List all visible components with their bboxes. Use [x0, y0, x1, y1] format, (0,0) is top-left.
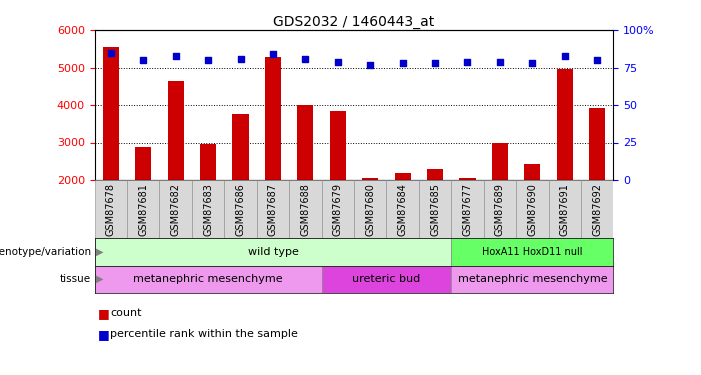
Text: wild type: wild type	[247, 247, 299, 257]
Title: GDS2032 / 1460443_at: GDS2032 / 1460443_at	[273, 15, 435, 29]
Bar	[451, 266, 613, 293]
Text: GSM87680: GSM87680	[365, 183, 375, 236]
Point	[365, 62, 376, 68]
Bar	[103, 47, 119, 180]
Point	[494, 58, 505, 64]
Text: metanephric mesenchyme: metanephric mesenchyme	[458, 274, 607, 284]
Text: tissue: tissue	[60, 274, 91, 284]
Text: GSM87687: GSM87687	[268, 183, 278, 236]
Text: genotype/variation: genotype/variation	[0, 247, 91, 257]
Point	[592, 57, 603, 63]
Bar	[516, 180, 549, 238]
Bar	[329, 111, 346, 180]
Point	[267, 51, 278, 57]
Text: GSM87689: GSM87689	[495, 183, 505, 236]
Text: ■: ■	[98, 307, 110, 320]
Bar	[524, 164, 540, 180]
Bar	[265, 57, 281, 180]
Bar	[322, 180, 354, 238]
Bar	[581, 180, 613, 238]
Text: ureteric bud: ureteric bud	[353, 274, 421, 284]
Text: GSM87679: GSM87679	[333, 183, 343, 236]
Bar	[168, 81, 184, 180]
Bar	[492, 143, 508, 180]
Text: GSM87688: GSM87688	[300, 183, 311, 236]
Bar	[233, 114, 249, 180]
Bar	[589, 108, 605, 180]
Text: GSM87684: GSM87684	[397, 183, 408, 236]
Point	[203, 57, 214, 63]
Bar	[484, 180, 516, 238]
Text: GSM87682: GSM87682	[170, 183, 181, 236]
Bar	[200, 144, 216, 180]
Text: GSM87683: GSM87683	[203, 183, 213, 236]
Bar	[451, 238, 613, 266]
Text: ▶: ▶	[96, 247, 104, 257]
Bar	[95, 238, 451, 266]
Bar	[192, 180, 224, 238]
Bar	[224, 180, 257, 238]
Point	[170, 53, 182, 58]
Text: count: count	[110, 309, 142, 318]
Bar	[95, 180, 127, 238]
Bar	[362, 178, 379, 180]
Point	[430, 60, 441, 66]
Bar	[257, 180, 290, 238]
Text: GSM87685: GSM87685	[430, 183, 440, 236]
Bar	[459, 178, 475, 180]
Point	[332, 58, 343, 64]
Bar	[297, 105, 313, 180]
Text: GSM87681: GSM87681	[138, 183, 149, 236]
Point	[559, 53, 571, 58]
Point	[137, 57, 149, 63]
Point	[397, 60, 408, 66]
Bar	[386, 180, 418, 238]
Text: ▶: ▶	[96, 274, 104, 284]
Point	[462, 58, 473, 64]
Text: GSM87678: GSM87678	[106, 183, 116, 236]
Bar	[95, 266, 322, 293]
Text: GSM87690: GSM87690	[527, 183, 538, 236]
Bar	[354, 180, 386, 238]
Bar	[557, 69, 573, 180]
Point	[105, 50, 116, 55]
Bar	[322, 266, 451, 293]
Text: metanephric mesenchyme: metanephric mesenchyme	[133, 274, 283, 284]
Bar	[127, 180, 160, 238]
Bar	[135, 147, 151, 180]
Text: percentile rank within the sample: percentile rank within the sample	[110, 329, 298, 339]
Bar	[451, 180, 484, 238]
Text: HoxA11 HoxD11 null: HoxA11 HoxD11 null	[482, 247, 583, 257]
Bar	[418, 180, 451, 238]
Bar	[290, 180, 322, 238]
Point	[526, 60, 538, 66]
Text: ■: ■	[98, 328, 110, 340]
Point	[300, 56, 311, 62]
Bar	[160, 180, 192, 238]
Text: GSM87691: GSM87691	[559, 183, 570, 236]
Bar	[427, 169, 443, 180]
Text: GSM87677: GSM87677	[463, 183, 472, 236]
Text: GSM87686: GSM87686	[236, 183, 245, 236]
Bar	[549, 180, 581, 238]
Text: GSM87692: GSM87692	[592, 183, 602, 236]
Point	[235, 56, 246, 62]
Bar	[395, 173, 411, 180]
